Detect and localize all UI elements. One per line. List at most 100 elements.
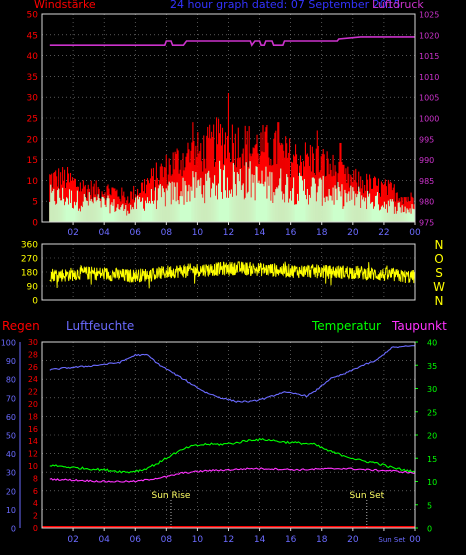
direction-tick-label: 180	[21, 269, 38, 279]
wind-x-tick-label: 18	[316, 228, 328, 238]
direction-tick-label: 0	[32, 297, 38, 307]
pressure-tick-label: 1010	[419, 73, 439, 82]
rain-tick-label: 16	[28, 425, 38, 434]
dewpoint-legend: Taupunkt	[392, 319, 447, 333]
pressure-tick-label: 1000	[419, 115, 439, 124]
rain-legend: Regen	[2, 319, 40, 333]
humidity-tick-label: 70	[6, 394, 16, 403]
wind-x-tick-label: 20	[347, 228, 359, 238]
sunrise-label: Sun Rise	[152, 491, 191, 501]
rain-tick-label: 30	[28, 338, 38, 347]
temperature-legend: Temperatur	[312, 319, 381, 333]
wind-tick-label: 5	[32, 198, 38, 208]
rain-tick-label: 20	[28, 400, 38, 409]
pressure-tick-label: 975	[419, 219, 434, 228]
direction-compass-label: O	[434, 252, 443, 266]
wind-x-tick-label: 14	[254, 228, 266, 238]
weather-x-tick-label: 04	[98, 535, 110, 545]
wind-x-tick-label: 02	[67, 228, 78, 238]
temp-tick-label: 10	[427, 478, 437, 487]
direction-compass-label: N	[435, 294, 444, 308]
humidity-tick-label: 50	[6, 432, 16, 441]
humidity-tick-label: 90	[6, 357, 16, 366]
wind-tick-label: 50	[27, 11, 39, 21]
wind-x-tick-label: 16	[285, 228, 297, 238]
humidity-tick-label: 40	[6, 450, 16, 459]
weather-x-tick-label: 20	[347, 535, 359, 545]
wind-x-tick-label: 08	[161, 228, 173, 238]
pressure-series	[49, 36, 415, 47]
temp-tick-label: 30	[427, 385, 437, 394]
rain-tick-label: 0	[33, 524, 38, 533]
pressure-tick-label: 1020	[419, 31, 439, 40]
pressure-tick-label: 980	[419, 198, 434, 207]
dewpoint-series	[49, 467, 416, 483]
chart-title: 24 hour graph dated: 07 September 2015	[170, 0, 401, 11]
wind-tick-label: 10	[27, 177, 39, 187]
weather-x-tick-label: 16	[285, 535, 297, 545]
wind-tick-label: 0	[32, 219, 38, 229]
weather-x-tick-label: 12	[223, 535, 234, 545]
temp-tick-label: 20	[427, 432, 437, 441]
pressure-tick-label: 1005	[419, 94, 439, 103]
weather-x-tick-label: 02	[67, 535, 78, 545]
rain-tick-label: 22	[28, 388, 38, 397]
sunset-label: Sun Set	[349, 491, 384, 501]
temp-tick-label: 35	[427, 362, 437, 371]
rain-tick-label: 28	[28, 350, 38, 359]
wind-x-tick-label: 10	[192, 228, 204, 238]
wind-axis-label: Windstärke	[34, 0, 96, 11]
humidity-tick-label: 30	[6, 469, 16, 478]
direction-tick-label: 360	[21, 241, 38, 251]
wind-tick-label: 20	[27, 135, 39, 145]
rain-tick-label: 8	[33, 474, 38, 483]
temperature-series	[49, 437, 416, 474]
temp-tick-label: 15	[427, 455, 437, 464]
humidity-tick-label: 10	[6, 506, 16, 515]
weather-x-tick-label: 14	[254, 535, 266, 545]
direction-compass-label: N	[435, 238, 444, 252]
wind-tick-label: 35	[27, 73, 38, 83]
wind-x-tick-label: 12	[223, 228, 234, 238]
direction-compass-label: W	[433, 280, 445, 294]
direction-compass-label: S	[435, 266, 443, 280]
humidity-tick-label: 60	[6, 413, 16, 422]
pressure-tick-label: 995	[419, 135, 434, 144]
humidity-tick-label: 100	[1, 339, 16, 348]
wind-tick-label: 45	[27, 31, 38, 41]
wind-x-tick-label: 00	[409, 228, 421, 238]
rain-tick-label: 6	[33, 487, 38, 496]
weather-x-tick-label: Sun Set	[378, 536, 405, 544]
rain-tick-label: 12	[28, 450, 38, 459]
temp-tick-label: 0	[427, 525, 432, 534]
rain-tick-label: 2	[33, 512, 38, 521]
humidity-tick-label: 20	[6, 487, 16, 496]
wind-x-tick-label: 04	[98, 228, 110, 238]
weather-x-tick-label: 06	[130, 535, 142, 545]
wind-x-tick-label: 22	[378, 228, 389, 238]
wind-average-series	[49, 160, 415, 222]
temp-tick-label: 40	[427, 339, 437, 348]
weather-x-tick-label: 08	[161, 535, 173, 545]
wind-tick-label: 30	[27, 94, 39, 104]
rain-tick-label: 24	[28, 375, 38, 384]
wind-tick-label: 25	[27, 115, 38, 125]
weather-x-tick-label: 00	[409, 535, 421, 545]
pressure-axis-label: Luftdruck	[372, 0, 424, 11]
humidity-tick-label: 80	[6, 376, 16, 385]
rain-tick-label: 18	[28, 412, 38, 421]
rain-tick-label: 26	[28, 363, 38, 372]
direction-series	[49, 261, 416, 289]
temp-tick-label: 5	[427, 501, 432, 510]
wind-tick-label: 40	[27, 52, 39, 62]
wind-tick-label: 15	[27, 156, 38, 166]
pressure-tick-label: 985	[419, 177, 434, 186]
rain-tick-label: 14	[28, 437, 38, 446]
humidity-tick-label: 0	[11, 525, 16, 534]
temp-tick-label: 25	[427, 408, 437, 417]
direction-tick-label: 270	[21, 255, 38, 265]
rain-tick-label: 4	[33, 499, 38, 508]
pressure-tick-label: 1015	[419, 52, 439, 61]
